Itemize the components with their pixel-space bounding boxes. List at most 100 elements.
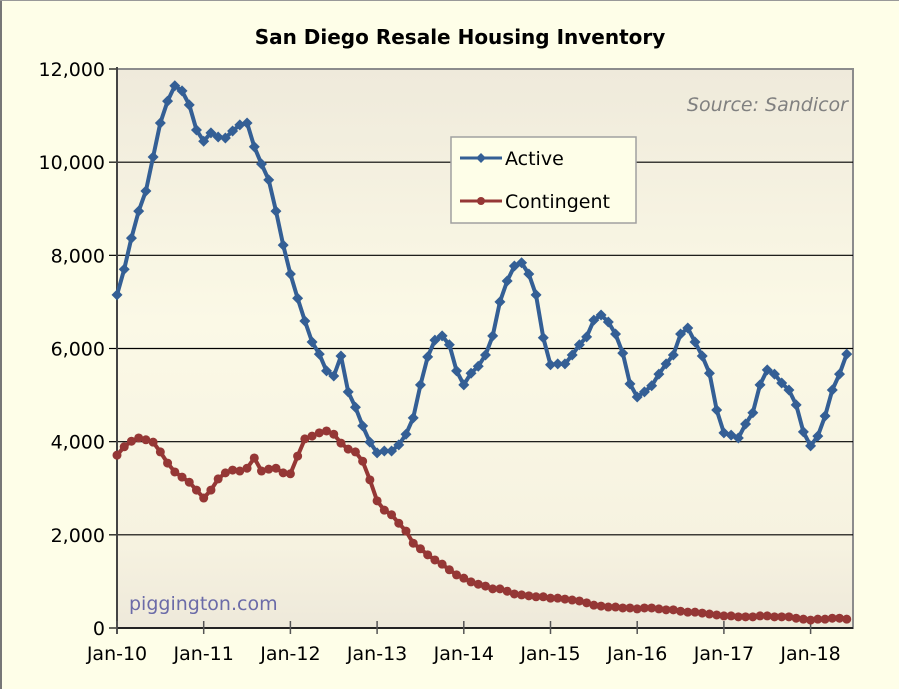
x-tick-label: Jan-14	[433, 643, 494, 665]
data-point-active	[292, 292, 304, 304]
data-point-contingent	[126, 436, 136, 446]
data-point-contingent	[365, 475, 375, 485]
data-point-active	[386, 445, 398, 457]
data-point-active	[537, 332, 549, 344]
data-point-contingent	[473, 579, 483, 589]
data-point-active	[256, 158, 267, 170]
data-point-contingent	[596, 601, 606, 611]
data-point-active	[790, 399, 802, 411]
data-point-contingent	[119, 442, 129, 452]
data-point-contingent	[430, 555, 440, 565]
data-point-contingent	[755, 611, 765, 621]
data-point-active	[198, 135, 210, 147]
data-point-active	[321, 365, 333, 377]
series-active	[111, 80, 853, 459]
x-tick-label: Jan-18	[779, 643, 840, 665]
data-point-contingent	[437, 559, 447, 569]
data-point-contingent	[524, 591, 534, 601]
data-point-contingent	[553, 593, 563, 603]
data-point-contingent	[697, 608, 707, 618]
data-point-contingent	[567, 595, 577, 605]
data-point-active	[241, 117, 253, 129]
data-point-contingent	[141, 435, 151, 445]
data-point-contingent	[336, 438, 346, 448]
frame-left-border	[0, 0, 2, 689]
data-point-active	[573, 339, 585, 351]
data-point-contingent	[842, 614, 852, 624]
data-point-active	[458, 379, 470, 391]
data-point-contingent	[134, 433, 144, 443]
data-point-contingent	[423, 550, 433, 560]
watermark: piggington.com	[129, 593, 278, 615]
data-point-active	[696, 350, 708, 362]
data-point-active	[443, 339, 455, 351]
data-point-active	[306, 336, 318, 348]
data-point-contingent	[769, 612, 779, 622]
y-tick-label: 2,000	[51, 525, 105, 547]
data-point-contingent	[488, 584, 498, 594]
axes: 0 2,000 4,000 6,000 8,000 10,000 12,000 Jan-10 J…	[39, 59, 853, 665]
data-point-active	[205, 127, 217, 139]
data-point-active	[118, 263, 130, 275]
data-point-active	[270, 205, 282, 217]
data-point-active	[436, 330, 448, 342]
data-point-active	[776, 377, 788, 389]
diamond-marker-icon	[476, 153, 486, 163]
circle-marker-icon	[477, 197, 485, 205]
data-point-contingent	[322, 426, 332, 436]
data-point-contingent	[719, 611, 729, 621]
data-point-contingent	[148, 437, 158, 447]
data-point-contingent	[459, 573, 469, 583]
data-point-active	[176, 85, 188, 97]
data-point-contingent	[690, 607, 700, 617]
data-point-active	[523, 268, 535, 280]
data-point-active	[552, 358, 564, 370]
data-point-contingent	[546, 593, 555, 603]
data-point-contingent	[394, 518, 404, 528]
data-point-active	[248, 141, 260, 153]
data-point-contingent	[517, 590, 527, 600]
data-point-active	[667, 349, 679, 361]
data-point-contingent	[806, 615, 816, 625]
data-point-contingent	[654, 604, 664, 614]
data-point-active	[660, 358, 672, 370]
data-point-active	[422, 351, 434, 363]
data-point-active	[602, 316, 614, 328]
data-point-active	[834, 368, 845, 380]
data-point-active	[740, 418, 752, 430]
data-point-contingent	[762, 611, 772, 621]
data-point-active	[711, 404, 723, 416]
x-tick-label: Jan-11	[173, 643, 234, 665]
data-point-contingent	[726, 611, 736, 621]
data-point-contingent	[379, 505, 389, 515]
data-point-contingent	[784, 612, 794, 622]
data-point-active	[183, 99, 195, 111]
data-point-contingent	[444, 565, 454, 575]
data-point-active	[479, 349, 491, 361]
data-point-active	[349, 401, 361, 413]
data-point-contingent	[531, 592, 541, 602]
data-point-active	[566, 349, 578, 361]
data-point-active	[653, 368, 665, 380]
data-point-contingent	[191, 485, 201, 495]
data-point-active	[219, 132, 231, 144]
data-point-contingent	[777, 612, 787, 622]
chart-title: San Diego Resale Housing Inventory	[255, 25, 666, 49]
data-point-contingent	[611, 602, 621, 612]
data-point-contingent	[220, 468, 230, 478]
data-point-active	[342, 386, 354, 398]
data-point-contingent	[538, 592, 548, 602]
data-point-contingent	[387, 510, 397, 520]
data-point-contingent	[242, 463, 252, 473]
data-point-active	[530, 289, 542, 301]
data-point-contingent	[163, 458, 173, 468]
data-point-contingent	[560, 594, 570, 604]
data-point-contingent	[285, 469, 295, 479]
data-point-contingent	[264, 464, 274, 474]
data-point-contingent	[480, 581, 490, 591]
data-point-active	[638, 386, 650, 398]
data-point-active	[357, 420, 369, 432]
data-point-active	[328, 370, 340, 382]
data-point-active	[487, 330, 499, 342]
data-point-active	[516, 257, 528, 269]
